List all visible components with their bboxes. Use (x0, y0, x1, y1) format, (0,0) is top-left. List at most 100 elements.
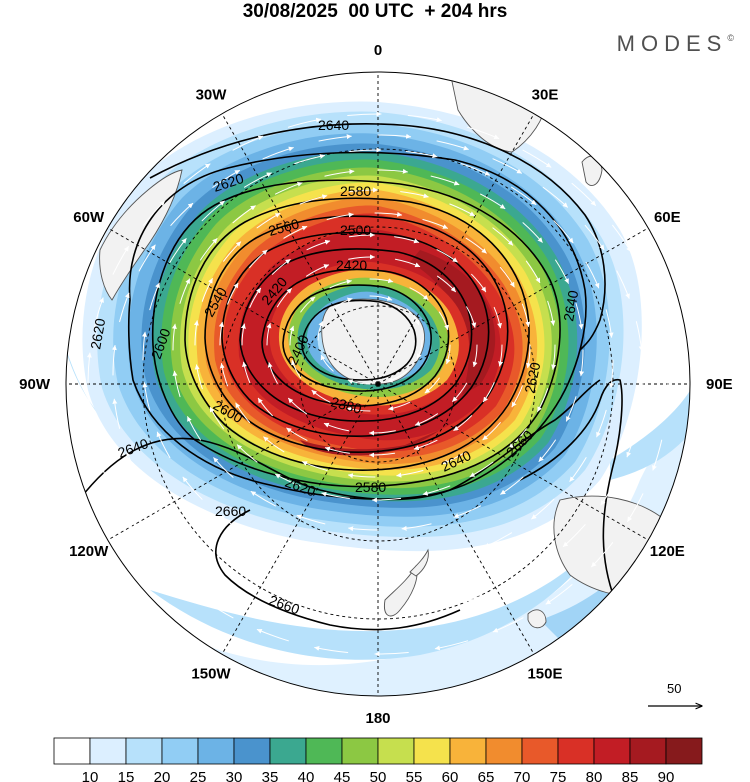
contour-label: 2620 (87, 317, 108, 351)
colorbar-label: 20 (154, 769, 171, 782)
wind-arrow (547, 300, 556, 326)
colorbar-label: 30 (226, 769, 243, 782)
colorbar-swatch (377, 737, 415, 765)
longitude-label: 90W (19, 376, 51, 393)
colorbar-swatch (557, 737, 595, 765)
reference-vector-value: 50 (667, 681, 681, 696)
map-title: 30/08/2025 00 UTC + 204 hrs (242, 1, 508, 22)
longitude-label: 180 (365, 710, 390, 727)
colorbar-swatch (665, 737, 703, 765)
new-zealand (384, 564, 418, 617)
wind-arrow (436, 249, 458, 263)
wind-arrow (156, 431, 171, 459)
wind-arrow (267, 362, 278, 384)
wind-arrow (263, 436, 285, 453)
wind-arrow (374, 567, 407, 573)
wind-arrow (453, 505, 481, 519)
wind-arrow (452, 382, 468, 402)
wind-arrow (431, 555, 462, 567)
wind-arrow (465, 237, 487, 254)
wind-arrow (348, 187, 379, 193)
colorbar-swatch (341, 737, 379, 765)
new-zealand-north (409, 548, 429, 577)
meridian-line (377, 383, 649, 541)
contour-label: 2640 (318, 117, 349, 133)
wind-arrow (639, 374, 645, 405)
wind-arrow (612, 224, 632, 252)
wind-arrow (213, 457, 234, 478)
wind-arrow (170, 202, 194, 226)
wind-arrow (318, 134, 352, 142)
wind-arrow (291, 359, 302, 379)
wind-arrow (347, 379, 371, 385)
wind-arrow (306, 239, 331, 251)
wind-arrow (300, 296, 316, 313)
wind-arrow (400, 191, 429, 199)
wind-arrow (525, 260, 541, 284)
wind-arrow (542, 186, 568, 208)
wind-arrow (346, 406, 371, 412)
wind-arrow (142, 200, 165, 226)
wind-arrow (553, 220, 574, 244)
longitude-label: 90E (706, 376, 733, 393)
tasmania (527, 609, 547, 629)
wind-arrow (149, 282, 160, 311)
wind-arrow (438, 311, 449, 331)
colorbar-swatch (413, 737, 451, 765)
colorbar-label: 75 (550, 769, 567, 782)
wind-arrow (306, 264, 330, 277)
wind-arrow (318, 561, 351, 569)
wind-arrow (571, 182, 596, 206)
colorbar-swatch (449, 737, 487, 765)
wind-arrow (219, 363, 229, 387)
colorbar-swatch (161, 737, 199, 765)
colorbar-swatch (233, 737, 271, 765)
wind-arrow (369, 278, 394, 284)
wind-arrow (321, 491, 350, 499)
wind-arrow (626, 427, 637, 458)
contour-label: 2580 (355, 479, 386, 495)
wind-arrow (344, 611, 379, 617)
wind-arrow (413, 439, 438, 451)
copyright-mark: © (727, 33, 734, 43)
contour-label: 2660 (215, 503, 246, 519)
colorbar-label: 55 (406, 769, 423, 782)
meridian-line (107, 383, 379, 541)
wind-arrow (406, 308, 420, 326)
wind-arrow (516, 562, 544, 581)
wind-arrow (265, 544, 296, 557)
contour-2500 (239, 248, 473, 422)
wind-arrow (93, 297, 104, 329)
wind-arrow (369, 430, 396, 436)
colorbar-label: 90 (658, 769, 675, 782)
wind-arrow (250, 490, 276, 507)
wind-arrow (257, 397, 273, 417)
contour-2540 (221, 231, 490, 437)
contour-2580 (184, 197, 530, 471)
wind-arrow (256, 212, 281, 229)
wind-arrow (171, 323, 177, 351)
wind-arrow (244, 172, 272, 188)
contour-2380 (301, 299, 417, 381)
colorbar-swatch (593, 737, 631, 765)
wind-arrow (179, 278, 191, 304)
wind-arrow (492, 158, 522, 174)
wind-arrow (283, 225, 308, 239)
wind-arrow (236, 444, 258, 463)
wind-arrow (498, 344, 504, 367)
wind-arrow (112, 246, 129, 275)
colorbar-label: 70 (514, 769, 531, 782)
wind-arrow (371, 497, 402, 503)
wind-arrow (169, 238, 187, 263)
wind-arrow (188, 542, 214, 564)
wind-arrow (232, 205, 256, 224)
wind-arrow (204, 600, 234, 619)
wind-arrow (596, 409, 607, 438)
wind-arrow (387, 370, 408, 383)
longitude-label: 30E (532, 87, 559, 104)
wind-arrow (460, 163, 491, 176)
wind-arrow (437, 275, 456, 293)
wind-arrow (347, 473, 376, 479)
wind-arrow (209, 406, 225, 430)
wind-arrow (449, 203, 475, 217)
